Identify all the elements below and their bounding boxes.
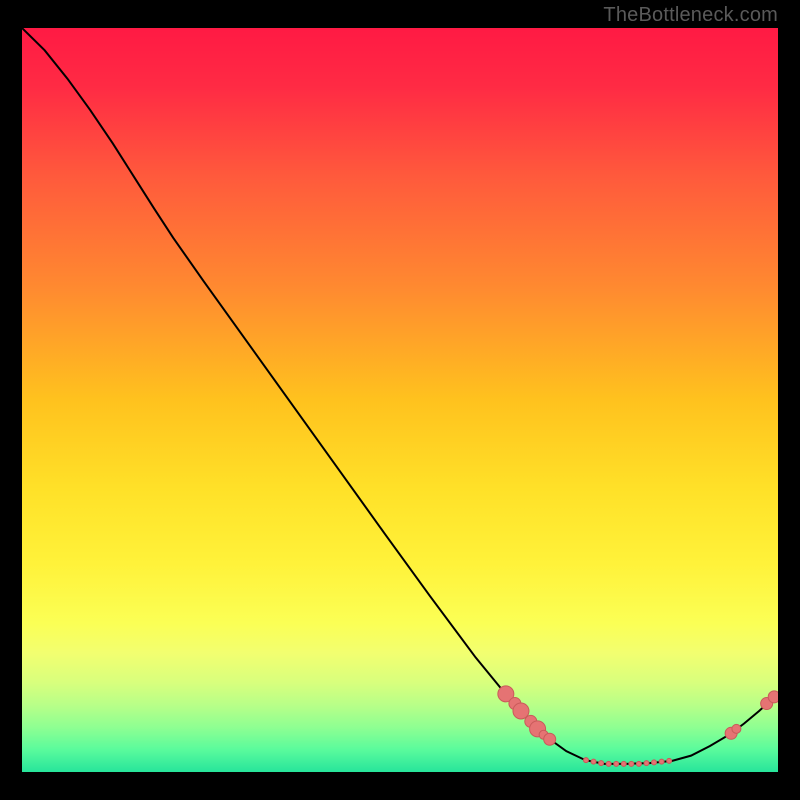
chart-background bbox=[22, 28, 778, 772]
data-marker bbox=[621, 761, 626, 766]
data-marker bbox=[636, 761, 641, 766]
data-marker bbox=[614, 761, 619, 766]
data-marker bbox=[629, 761, 634, 766]
data-marker bbox=[606, 761, 611, 766]
data-marker bbox=[583, 758, 588, 763]
data-marker bbox=[591, 759, 596, 764]
data-marker bbox=[659, 759, 664, 764]
data-marker bbox=[544, 733, 556, 745]
data-marker bbox=[644, 761, 649, 766]
data-marker bbox=[599, 761, 604, 766]
data-marker bbox=[768, 691, 780, 703]
data-marker bbox=[652, 760, 657, 765]
bottleneck-chart bbox=[0, 0, 800, 800]
data-marker bbox=[667, 758, 672, 763]
data-marker bbox=[732, 724, 741, 733]
